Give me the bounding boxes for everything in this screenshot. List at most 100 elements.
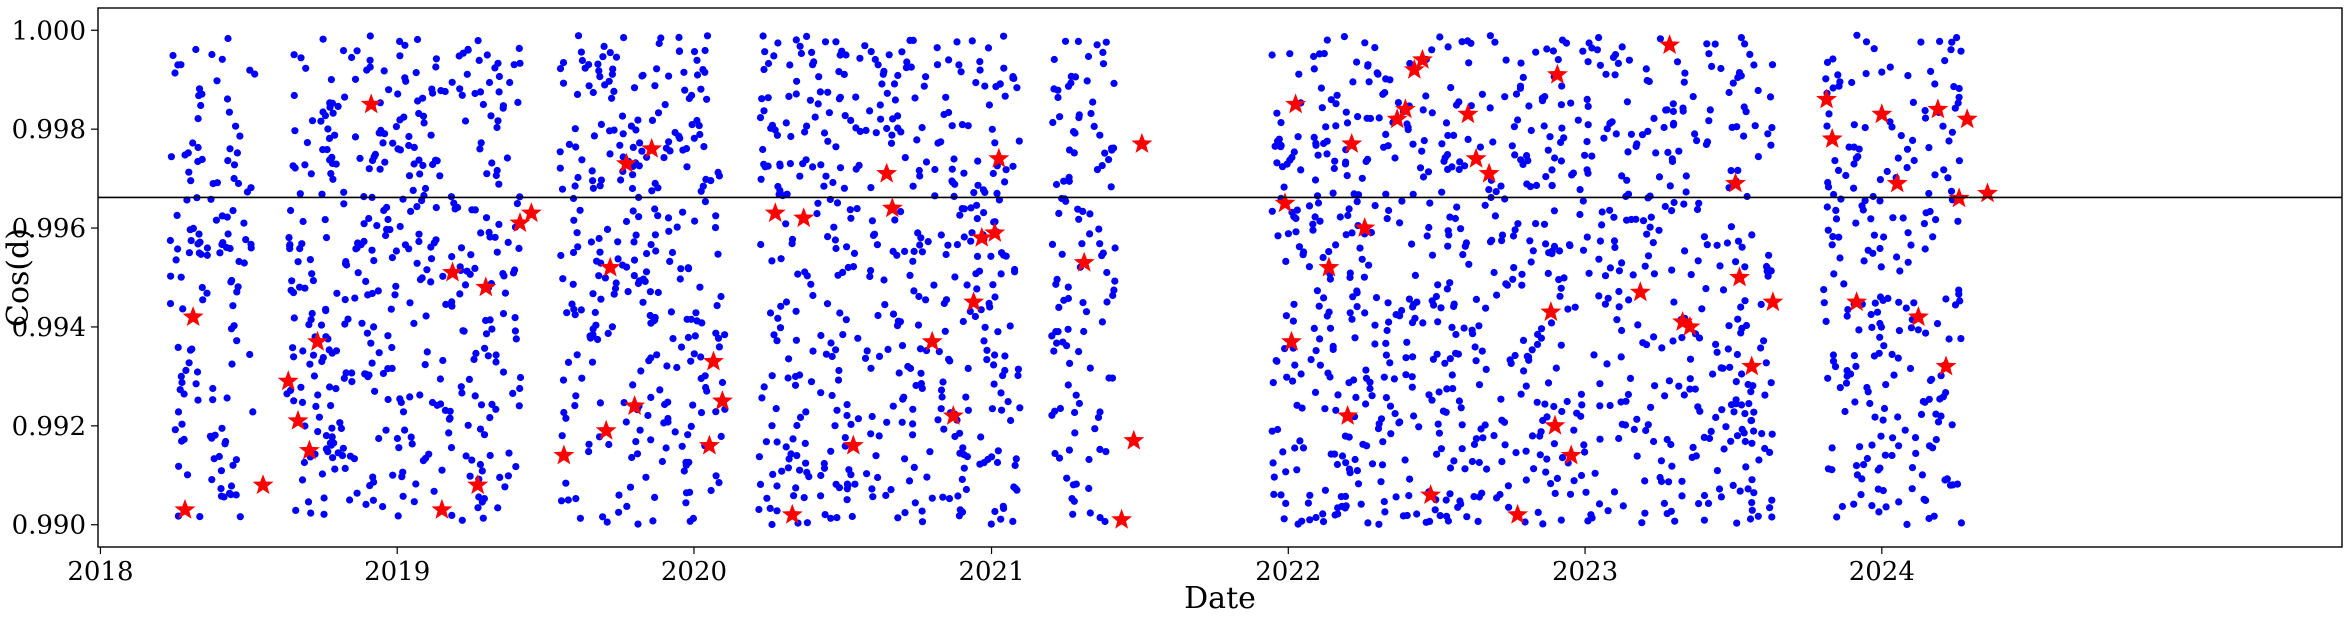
- data-point: [565, 140, 574, 148]
- data-point: [1655, 173, 1664, 181]
- data-point: [232, 456, 240, 464]
- data-point: [468, 456, 476, 464]
- data-point: [700, 143, 708, 151]
- data-point: [1486, 238, 1495, 246]
- data-point: [225, 108, 233, 116]
- data-point: [997, 515, 1005, 523]
- data-point: [1557, 341, 1565, 349]
- data-point: [559, 59, 568, 67]
- data-point: [483, 51, 491, 59]
- data-point: [976, 460, 984, 468]
- data-point: [1399, 512, 1407, 520]
- data-point: [783, 190, 791, 198]
- star-point: [1412, 48, 1433, 69]
- data-point: [897, 208, 905, 216]
- data-point: [646, 288, 655, 296]
- data-point: [895, 369, 903, 377]
- data-point: [1406, 475, 1414, 483]
- data-point: [564, 358, 573, 366]
- data-point: [290, 91, 298, 100]
- data-point: [1906, 364, 1915, 373]
- data-point: [1556, 292, 1564, 300]
- data-point: [960, 464, 968, 472]
- data-point: [957, 68, 965, 76]
- data-point: [1551, 489, 1559, 497]
- star-point: [921, 330, 943, 351]
- data-point: [1050, 85, 1058, 93]
- data-point: [986, 303, 994, 311]
- data-point: [1712, 340, 1720, 348]
- data-point: [647, 241, 655, 249]
- data-point: [1493, 291, 1501, 299]
- data-point: [684, 333, 693, 342]
- data-point: [677, 265, 685, 273]
- data-point: [318, 190, 326, 198]
- data-point: [1536, 451, 1544, 459]
- data-point: [1713, 467, 1721, 475]
- data-point: [636, 139, 644, 147]
- data-point: [1075, 114, 1083, 122]
- data-point: [203, 289, 211, 297]
- data-point: [427, 255, 436, 263]
- data-point: [1274, 425, 1282, 434]
- data-point: [1325, 308, 1333, 316]
- data-point: [648, 116, 657, 124]
- data-point: [827, 447, 835, 455]
- data-point: [1896, 267, 1904, 275]
- data-point: [1491, 38, 1499, 46]
- data-point: [1526, 237, 1534, 245]
- data-point: [505, 449, 513, 457]
- data-point: [1060, 177, 1068, 185]
- data-point: [703, 95, 711, 103]
- data-point: [406, 393, 414, 401]
- data-point: [1882, 381, 1890, 389]
- star-point: [1821, 128, 1843, 148]
- data-point: [1855, 326, 1863, 334]
- data-point: [177, 61, 185, 69]
- y-tick-label: 0.990: [12, 511, 86, 541]
- data-point: [1824, 465, 1832, 473]
- data-point: [1075, 348, 1083, 356]
- data-point: [1920, 220, 1928, 228]
- data-point: [1747, 388, 1755, 396]
- data-point: [406, 299, 414, 307]
- data-point: [1382, 190, 1390, 198]
- data-point: [1698, 305, 1706, 313]
- data-point: [1624, 148, 1632, 156]
- data-point: [462, 452, 470, 460]
- data-point: [1350, 376, 1358, 384]
- data-point: [1341, 492, 1350, 500]
- data-point: [803, 122, 811, 130]
- data-point: [821, 38, 830, 46]
- data-point: [1768, 124, 1776, 132]
- data-point: [1852, 219, 1860, 227]
- data-point: [843, 411, 851, 420]
- data-point: [699, 182, 707, 190]
- data-point: [1633, 452, 1641, 460]
- data-point: [1547, 319, 1556, 327]
- data-point: [980, 209, 988, 217]
- data-point: [1580, 441, 1588, 449]
- data-point: [1013, 84, 1021, 92]
- data-point: [691, 332, 699, 340]
- data-point: [1471, 343, 1479, 351]
- data-point: [226, 145, 234, 153]
- data-point: [876, 101, 884, 109]
- data-point: [1542, 468, 1550, 476]
- data-point: [379, 369, 387, 378]
- star-point: [1977, 182, 1998, 203]
- data-point: [1415, 423, 1423, 431]
- data-point: [1860, 461, 1868, 469]
- data-point: [843, 496, 851, 504]
- data-point: [658, 457, 667, 466]
- data-point: [829, 178, 837, 187]
- data-point: [1925, 514, 1933, 523]
- data-point: [1702, 140, 1710, 149]
- data-point: [1678, 334, 1686, 342]
- data-point: [1584, 58, 1592, 66]
- data-point: [1911, 434, 1920, 442]
- data-point: [792, 336, 801, 344]
- data-point: [428, 398, 437, 407]
- data-point: [1446, 279, 1454, 287]
- data-point: [1341, 504, 1349, 512]
